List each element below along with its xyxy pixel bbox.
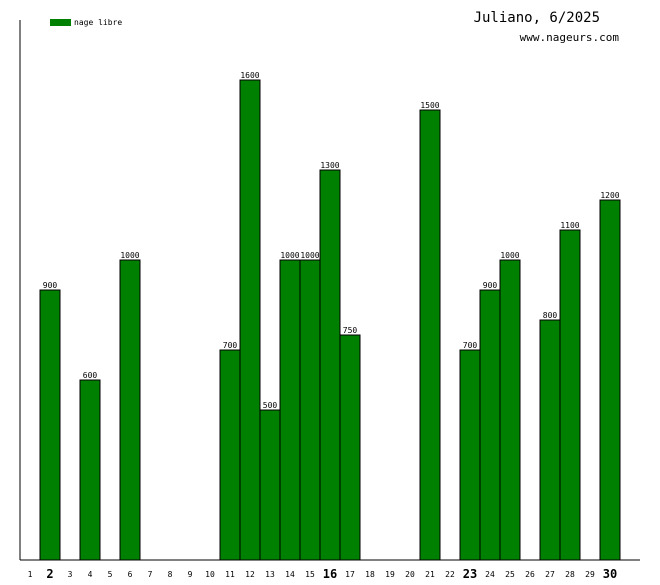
x-tick-27: 27 bbox=[545, 570, 555, 579]
x-tick-20: 20 bbox=[405, 570, 415, 579]
value-label-day-2: 900 bbox=[43, 281, 58, 290]
bar-day-13 bbox=[259, 409, 281, 561]
bar-day-24 bbox=[479, 289, 501, 561]
value-label-day-6: 1000 bbox=[120, 251, 139, 260]
x-tick-14: 14 bbox=[285, 570, 295, 579]
chart-title: Juliano, 6/2025 bbox=[474, 10, 600, 26]
x-tick-23: 23 bbox=[463, 567, 477, 580]
bar-day-21 bbox=[419, 109, 441, 561]
x-tick-16: 16 bbox=[323, 567, 337, 580]
value-label-day-12: 1600 bbox=[240, 71, 259, 80]
value-label-day-27: 800 bbox=[543, 311, 558, 320]
x-tick-4: 4 bbox=[88, 570, 93, 579]
x-tick-25: 25 bbox=[505, 570, 515, 579]
x-tick-13: 13 bbox=[265, 570, 275, 579]
x-tick-6: 6 bbox=[128, 570, 133, 579]
x-tick-7: 7 bbox=[148, 570, 153, 579]
bar-day-27 bbox=[539, 319, 561, 561]
x-tick-12: 12 bbox=[245, 570, 255, 579]
x-tick-24: 24 bbox=[485, 570, 495, 579]
x-tick-5: 5 bbox=[108, 570, 113, 579]
bar-day-4 bbox=[79, 379, 101, 561]
bars bbox=[39, 79, 621, 561]
bar-day-25 bbox=[499, 259, 521, 561]
value-label-day-11: 700 bbox=[223, 341, 238, 350]
bar-day-2 bbox=[39, 289, 61, 561]
x-tick-26: 26 bbox=[525, 570, 535, 579]
bar-day-16 bbox=[319, 169, 341, 561]
bar-day-12 bbox=[239, 79, 261, 561]
x-tick-15: 15 bbox=[305, 570, 315, 579]
value-label-day-15: 1000 bbox=[300, 251, 319, 260]
chart-subtitle: www.nageurs.com bbox=[520, 31, 620, 44]
value-label-day-17: 750 bbox=[343, 326, 358, 335]
legend-swatch bbox=[50, 19, 71, 26]
x-tick-8: 8 bbox=[168, 570, 173, 579]
bar-day-15 bbox=[299, 259, 321, 561]
bar-day-17 bbox=[339, 334, 361, 561]
bar-day-6 bbox=[119, 259, 141, 561]
x-tick-9: 9 bbox=[188, 570, 193, 579]
x-tick-18: 18 bbox=[365, 570, 375, 579]
value-label-day-28: 1100 bbox=[560, 221, 579, 230]
x-tick-28: 28 bbox=[565, 570, 575, 579]
x-tick-3: 3 bbox=[68, 570, 73, 579]
x-tick-17: 17 bbox=[345, 570, 355, 579]
x-tick-21: 21 bbox=[425, 570, 435, 579]
x-tick-2: 2 bbox=[46, 567, 53, 580]
x-tick-29: 29 bbox=[585, 570, 595, 579]
x-tick-19: 19 bbox=[385, 570, 395, 579]
bar-day-28 bbox=[559, 229, 581, 561]
legend: nage libre bbox=[50, 18, 122, 27]
value-label-day-13: 500 bbox=[263, 401, 278, 410]
bar-day-23 bbox=[459, 349, 481, 561]
x-axis-ticks: 1 2 3 4 5 6 7 8 9 10 11 12 13 14 15 16 17 18 19 20 21 22 23 24 2… bbox=[28, 567, 618, 581]
x-tick-30: 30 bbox=[603, 567, 617, 580]
value-label-day-16: 1300 bbox=[320, 161, 339, 170]
legend-label: nage libre bbox=[74, 18, 122, 27]
value-label-day-24: 900 bbox=[483, 281, 498, 290]
value-label-day-23: 700 bbox=[463, 341, 478, 350]
value-label-day-14: 1000 bbox=[280, 251, 299, 260]
x-tick-11: 11 bbox=[225, 570, 235, 579]
value-label-day-30: 1200 bbox=[600, 191, 619, 200]
value-label-day-25: 1000 bbox=[500, 251, 519, 260]
bar-day-14 bbox=[279, 259, 301, 561]
x-tick-10: 10 bbox=[205, 570, 215, 579]
bar-day-11 bbox=[219, 349, 241, 561]
bar-day-30 bbox=[599, 199, 621, 561]
x-tick-1: 1 bbox=[28, 570, 33, 579]
value-label-day-4: 600 bbox=[83, 371, 98, 380]
x-tick-22: 22 bbox=[445, 570, 455, 579]
value-label-day-21: 1500 bbox=[420, 101, 439, 110]
